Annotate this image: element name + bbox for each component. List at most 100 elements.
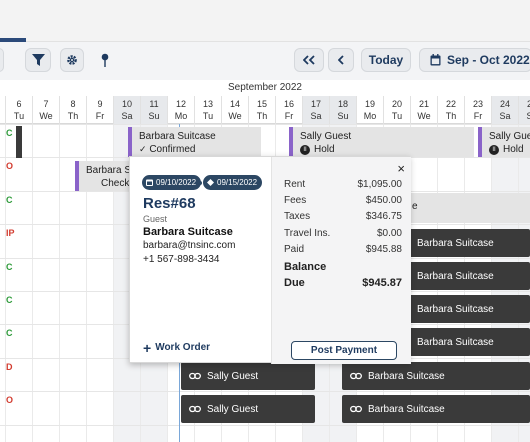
day-header: 9 Fr [86, 96, 113, 124]
row-status-label: C [6, 128, 13, 138]
link-icon [189, 372, 201, 380]
reservation-popup: 09/10/2022 09/15/2022 Res#68 Guest Barba… [129, 156, 411, 364]
first-page-button[interactable] [294, 48, 324, 72]
row-status-label: C [6, 262, 13, 272]
day-of-week: Th [67, 111, 79, 121]
reservation-guest-name: Barbara Suitcase [368, 403, 445, 415]
day-of-week: We [228, 111, 242, 121]
post-payment-button[interactable]: Post Payment [291, 341, 397, 360]
reservation-guest-name: e [412, 201, 418, 212]
day-header: 11 Su [140, 96, 167, 124]
day-header: 25 Su [518, 96, 530, 124]
reservation-bar-partial[interactable] [16, 126, 22, 158]
settings-button[interactable] [60, 48, 84, 72]
gear-icon [67, 55, 77, 65]
day-of-week: Fr [284, 111, 294, 121]
calendar-icon [146, 179, 153, 186]
day-number: 15 [256, 99, 267, 109]
day-of-week: Su [337, 111, 349, 121]
pin-icon [101, 53, 109, 67]
reservation-bar[interactable]: Sally Guest [181, 395, 315, 423]
fin-row-rent: Rent $1,095.00 [284, 179, 402, 190]
day-number: 22 [445, 99, 456, 109]
day-header: 15 Th [248, 96, 275, 124]
day-of-week: Sa [310, 111, 322, 121]
fin-value: $450.00 [365, 195, 402, 206]
day-of-week: Tu [13, 111, 25, 121]
diamond-icon [207, 179, 214, 186]
fin-row-fees: Fees $450.00 [284, 195, 402, 206]
balance-label-line1: Balance [284, 261, 327, 273]
date-range-button[interactable]: Sep - Oct 2022 [419, 48, 530, 72]
today-button[interactable]: Today [361, 48, 411, 72]
fin-label: Paid [284, 244, 305, 255]
day-header: 20 Tu [383, 96, 410, 124]
reservation-bar[interactable]: Barbara Suitcase [342, 362, 530, 390]
row-divider [0, 391, 530, 392]
check-in-date: 09/10/2022 [156, 178, 197, 187]
reservation-bar[interactable]: Barbara Suitcase [342, 395, 530, 423]
active-tab-indicator [0, 38, 26, 42]
day-header: 12 Mo [167, 96, 194, 124]
double-chevron-left-icon [303, 55, 315, 65]
reservation-status-label: Hold [503, 144, 524, 155]
day-of-week: Su [526, 111, 530, 121]
day-number: 18 [337, 99, 348, 109]
check-double-icon: ✓ [139, 144, 147, 154]
guest-name: Barbara Suitcase [143, 226, 233, 238]
fin-row-taxes: Taxes $346.75 [284, 211, 402, 222]
reservation-bar[interactable]: Barbara Suitcase [405, 328, 530, 356]
row-status-label: C [6, 328, 13, 338]
toolbar-button-partial[interactable] [0, 48, 4, 72]
reservation-guest-name: Sally Gues [489, 131, 530, 142]
reservation-guest-name: Sally Guest [300, 131, 352, 142]
day-of-week: Mo [174, 111, 188, 121]
day-column[interactable] [86, 124, 113, 442]
reservation-status-label: Hold [314, 144, 335, 155]
app-header [0, 0, 530, 42]
day-column[interactable] [32, 124, 59, 442]
close-icon[interactable]: × [397, 161, 405, 176]
day-header: 24 Sa [491, 96, 518, 124]
day-header: 23 Fr [464, 96, 491, 124]
fin-value: $0.00 [376, 228, 402, 239]
balance-due-row: Due $945.87 [284, 277, 402, 289]
check-out-pill: 09/15/2022 [203, 175, 263, 190]
day-column[interactable] [5, 124, 32, 442]
previous-button[interactable] [328, 48, 354, 72]
day-header: 18 Su [329, 96, 356, 124]
link-icon [189, 405, 201, 413]
reservation-number[interactable]: Res#68 [143, 195, 196, 212]
reservation-bar[interactable]: Sally Guest [181, 362, 315, 390]
day-of-week: Sa [121, 111, 133, 121]
reservation-bar[interactable]: Sally Guest II Hold [289, 127, 474, 157]
day-header: 21 We [410, 96, 437, 124]
reservation-bar[interactable]: Barbara Suitcase [405, 262, 530, 290]
row-status-label: O [6, 395, 14, 405]
day-number: 6 [16, 99, 22, 109]
work-order-label: Work Order [155, 342, 211, 353]
reservation-guest-name: Barbara Suitcase [139, 131, 216, 142]
work-order-button[interactable]: + Work Order [143, 341, 211, 355]
pin-button[interactable] [94, 48, 116, 72]
reservation-status: II Hold [489, 143, 530, 156]
reservation-bar[interactable]: Barbara Suitcase [405, 229, 530, 257]
link-icon-wrap [350, 372, 362, 380]
day-number: 23 [472, 99, 483, 109]
fin-label: Fees [284, 195, 307, 206]
row-status-label: C [6, 295, 13, 305]
reservation-bar[interactable]: Barbara Suitcase ✓ Confirmed [128, 127, 261, 157]
reservation-bar[interactable]: Sally Gues II Hold [478, 127, 530, 157]
reservation-status-label: Confirmed [149, 144, 196, 155]
check-out-date: 09/15/2022 [217, 178, 258, 187]
row-status-label: C [6, 195, 13, 205]
check-in-pill: 09/10/2022 [142, 175, 202, 190]
reservation-bar[interactable]: Barbara Suitcase [405, 295, 530, 323]
balance-label-line2: Due [284, 277, 305, 289]
day-column[interactable] [59, 124, 86, 442]
filter-button[interactable] [25, 48, 51, 72]
day-header: 22 Th [437, 96, 464, 124]
reservation-bar[interactable]: e [405, 193, 530, 223]
day-header: 17 Sa [302, 96, 329, 124]
